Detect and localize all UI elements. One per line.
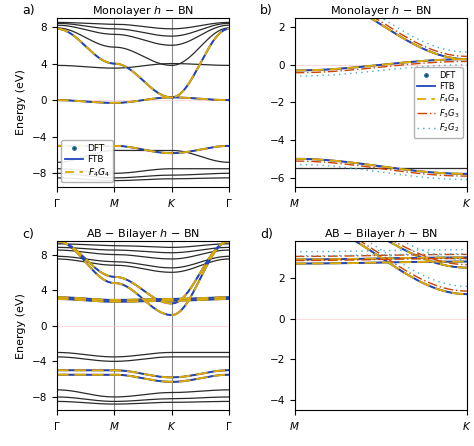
Title: Monolayer $h$ $-$ BN: Monolayer $h$ $-$ BN: [330, 4, 432, 18]
Legend: DFT, FTB, $F_4G_4$, $F_3G_3$, $F_2G_2$: DFT, FTB, $F_4G_4$, $F_3G_3$, $F_2G_2$: [414, 67, 463, 138]
Title: AB $-$ Bilayer $h$ $-$ BN: AB $-$ Bilayer $h$ $-$ BN: [86, 227, 200, 241]
Title: AB $-$ Bilayer $h$ $-$ BN: AB $-$ Bilayer $h$ $-$ BN: [324, 227, 438, 241]
Y-axis label: Energy (eV): Energy (eV): [16, 70, 26, 136]
Text: a): a): [22, 4, 35, 17]
Legend: DFT, FTB, $F_4G_4$: DFT, FTB, $F_4G_4$: [62, 140, 113, 182]
Text: c): c): [22, 228, 34, 241]
Text: d): d): [260, 228, 273, 241]
Text: b): b): [260, 4, 273, 17]
Y-axis label: Energy (eV): Energy (eV): [16, 293, 26, 359]
Title: Monolayer $h$ $-$ BN: Monolayer $h$ $-$ BN: [92, 4, 194, 18]
